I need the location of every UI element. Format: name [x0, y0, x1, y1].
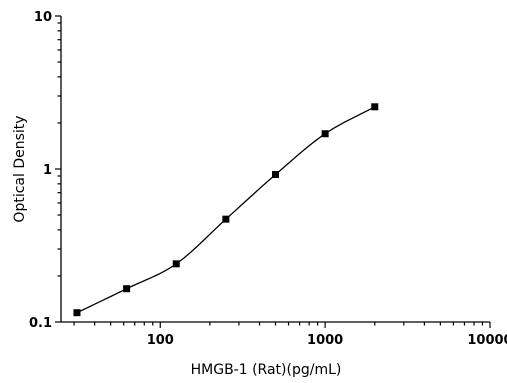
y-tick-label: 1 — [43, 163, 52, 178]
y-axis-label: Optical Density — [12, 115, 28, 222]
y-tick-label: 10 — [34, 10, 52, 25]
y-tick-label: 0.1 — [29, 316, 52, 331]
x-tick-label: 100 — [147, 333, 174, 348]
tick-marks — [55, 15, 491, 328]
data-point — [371, 103, 379, 111]
x-axis-label: HMGB-1 (Rat)(pg/mL) — [191, 362, 342, 378]
fit-curve — [76, 106, 376, 314]
data-points — [73, 103, 379, 317]
data-point — [73, 309, 81, 317]
data-point — [123, 285, 131, 293]
data-point — [172, 260, 180, 268]
axes — [60, 16, 490, 323]
data-point — [272, 171, 279, 179]
x-tick-label: 1000 — [307, 333, 343, 348]
data-point — [222, 215, 230, 223]
data-point — [321, 130, 329, 138]
